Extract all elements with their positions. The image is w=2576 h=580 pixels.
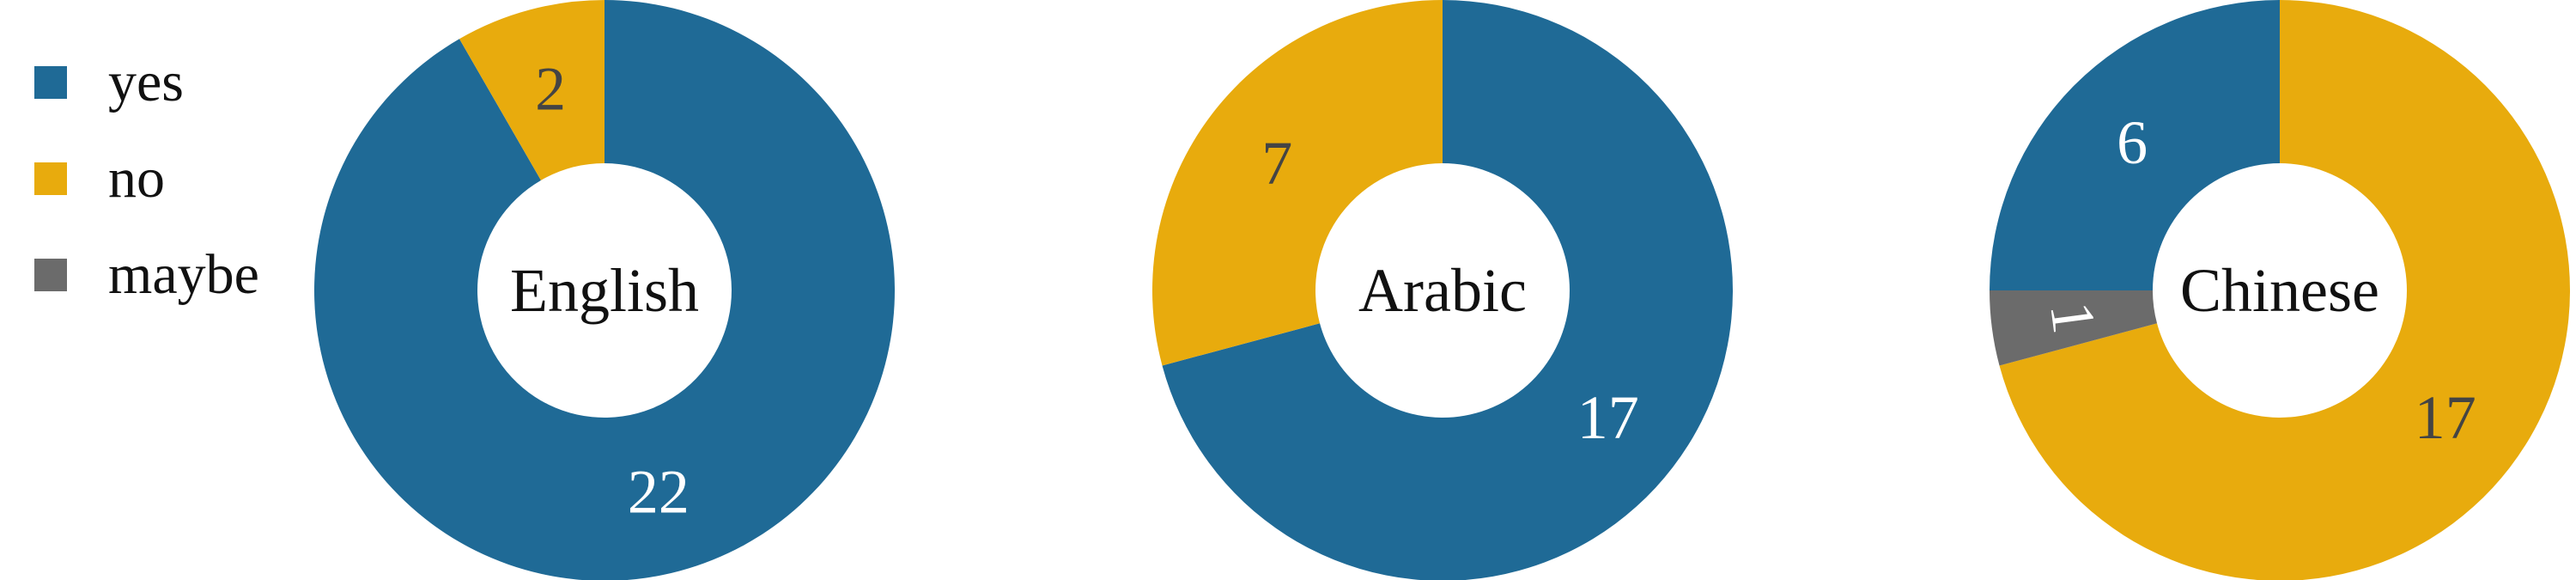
- donut-arabic: 17 7 Arabic: [1152, 0, 1734, 580]
- legend-swatch-no: [34, 162, 67, 195]
- legend-swatch-maybe: [34, 259, 67, 291]
- slice-chinese-yes: [1990, 0, 2280, 290]
- legend-label-yes: yes: [108, 51, 184, 113]
- slice-english-no: [459, 0, 605, 180]
- slice-chinese-maybe: [1990, 290, 2158, 366]
- legend-label-maybe: maybe: [108, 243, 259, 306]
- legend-item-no: no: [34, 131, 259, 227]
- legend-item-yes: yes: [34, 34, 259, 131]
- slice-label-chinese-no: 17: [2415, 383, 2476, 452]
- legend-swatch-yes: [34, 66, 67, 99]
- slice-label-arabic-no: 7: [1261, 129, 1292, 198]
- slice-arabic-yes: [1162, 0, 1734, 580]
- legend-item-maybe: maybe: [34, 227, 259, 323]
- slice-english-yes: [314, 0, 895, 580]
- slice-label-english-yes: 22: [628, 458, 690, 527]
- slice-label-english-no: 2: [535, 54, 566, 123]
- legend-label-no: no: [108, 147, 165, 210]
- slice-chinese-no: [1999, 0, 2571, 580]
- center-label-english: English: [510, 256, 699, 325]
- center-label-chinese: Chinese: [2180, 256, 2379, 325]
- slice-arabic-no: [1152, 0, 1443, 366]
- center-label-arabic: Arabic: [1358, 256, 1527, 325]
- slice-label-arabic-yes: 17: [1577, 383, 1639, 452]
- slice-label-chinese-yes: 6: [2117, 108, 2148, 177]
- legend: yes no maybe: [34, 34, 259, 323]
